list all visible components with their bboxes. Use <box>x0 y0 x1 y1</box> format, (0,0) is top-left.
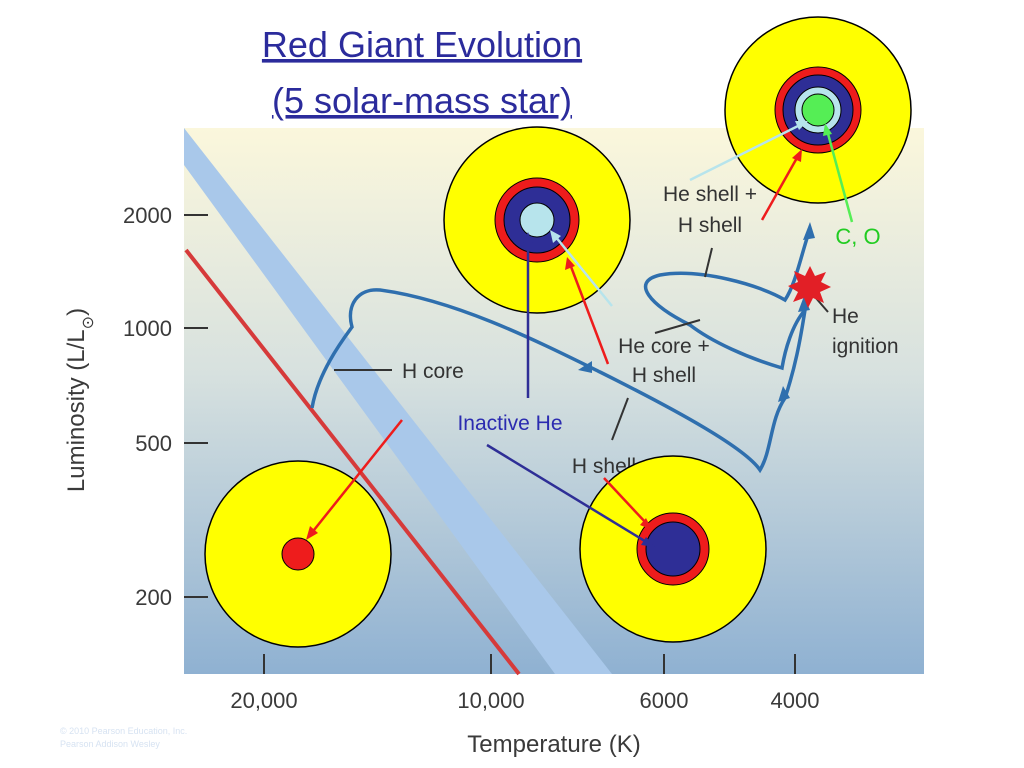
track-arrowhead-3 <box>798 296 810 312</box>
track-arrowhead-4 <box>803 222 815 240</box>
arrow-inactive-he-down <box>486 443 649 545</box>
label-he-shell-1: He shell + <box>663 183 757 206</box>
evolution-track <box>310 288 807 474</box>
he-shell-pointer <box>704 247 713 278</box>
arrowhead-co-core <box>823 123 832 136</box>
title-line-2: (5 solar-mass star) <box>272 80 572 121</box>
label-h-core: H core <box>402 360 464 383</box>
arrow-he-core-hshell <box>568 263 610 365</box>
track-arrowhead-2 <box>778 386 790 402</box>
y-axis-title-close: ) <box>63 308 90 316</box>
track-arrowhead-1 <box>578 361 592 373</box>
he-core-hs <box>645 521 701 577</box>
main-sequence-band <box>184 128 612 674</box>
label-he-ignition-2: ignition <box>832 335 899 358</box>
star-main-sequence <box>204 460 392 648</box>
arrow-h-shell-hes <box>760 155 800 221</box>
x-tick-label-20000: 20,000 <box>230 688 297 713</box>
arrowhead-inactive-he-down <box>641 537 655 547</box>
he-core-pointer <box>654 319 701 334</box>
arrow-he-core-hc <box>554 235 613 307</box>
y-tick-label-1000: 1000 <box>123 316 172 341</box>
x-axis-title: Temperature (K) <box>467 731 640 758</box>
x-tick-label-4000: 4000 <box>771 688 820 713</box>
h-core-ms <box>281 537 315 571</box>
pointer-arrows <box>306 121 854 547</box>
arrowhead-hshell <box>640 518 652 530</box>
label-he-ignition-1: He <box>832 305 859 328</box>
arrowhead-he-core-hc <box>550 230 561 243</box>
he-core-hc <box>519 202 555 238</box>
y-axis-title-text: Luminosity (L/L <box>63 329 90 492</box>
main-sequence-line <box>184 248 521 676</box>
label-he-core-2: H shell <box>632 364 696 387</box>
he-ignition-burst-icon <box>788 266 831 308</box>
y-axis-sun-symbol: ⊙ <box>80 316 97 329</box>
label-inactive-he: Inactive He <box>457 412 562 435</box>
star-he-core <box>443 126 631 314</box>
y-axis-title: Luminosity (L/L⊙) <box>63 308 97 492</box>
label-c-o: C, O <box>835 224 880 249</box>
x-tick-label-6000: 6000 <box>640 688 689 713</box>
arrow-he-shell-hes <box>689 122 803 182</box>
title-line-1: Red Giant Evolution <box>262 24 582 65</box>
x-tick-label-10000: 10,000 <box>457 688 524 713</box>
y-tick-label-500: 500 <box>135 431 172 456</box>
h-shell-pointer <box>611 397 629 441</box>
arrow-co-core <box>825 129 854 223</box>
label-he-shell-2: H shell <box>678 214 742 237</box>
evolution-loop <box>643 234 810 371</box>
arrowhead-hcore <box>306 526 318 540</box>
credit-line-1: © 2010 Pearson Education, Inc. <box>60 726 187 736</box>
arrow-hcore-to-ms <box>309 419 403 536</box>
co-core-hes <box>801 93 835 127</box>
arrowhead-he-shell-hes <box>795 121 808 130</box>
arrowhead-h-shell-hes <box>792 149 802 162</box>
arrowhead-inactive-he-up <box>523 232 533 244</box>
arrow-hshell-to-hs <box>603 477 648 525</box>
arrowhead-he-core-hshell <box>565 257 575 270</box>
star-he-shell <box>724 16 912 204</box>
y-tick-label-2000: 2000 <box>123 203 172 228</box>
credit-line-2: Pearson Addison Wesley <box>60 739 160 749</box>
y-tick-label-200: 200 <box>135 585 172 610</box>
label-he-core-1: He core + <box>618 335 710 358</box>
